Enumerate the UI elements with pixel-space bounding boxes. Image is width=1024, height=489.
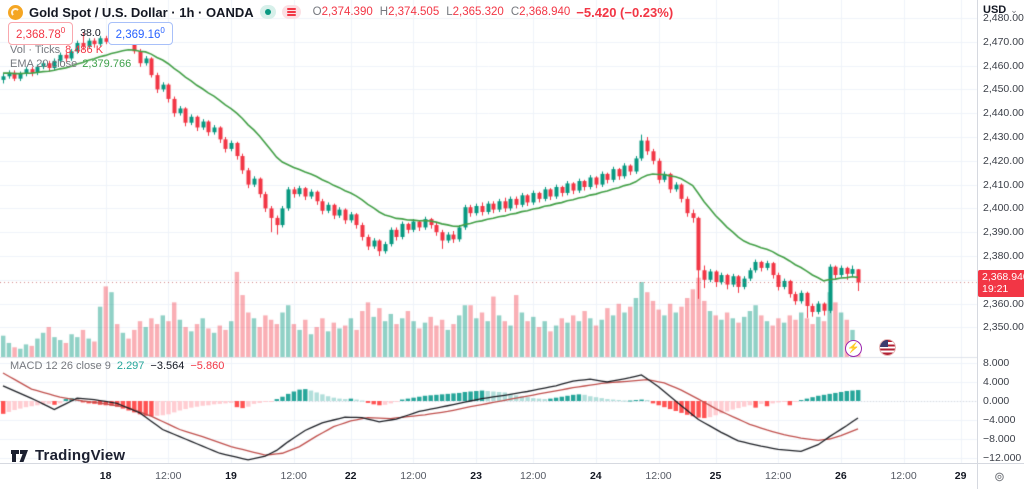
volume-legend[interactable]: Vol · Ticks 8.486 K [10,44,104,56]
time-tick[interactable]: 29 [954,470,967,482]
economic-event-us-flag-icon[interactable] [879,339,896,356]
bar-countdown: 19:21 [982,283,1009,296]
time-tick[interactable]: 12:00 [890,470,917,482]
ohlc-value: 2,365.320 [452,6,504,18]
currency-selector[interactable]: USD ⌄ [983,4,1018,16]
buy-button[interactable]: 2,369.160 [107,22,173,45]
time-tick[interactable]: 23 [470,470,482,482]
price-tick[interactable]: 2,400.000 [983,202,1024,215]
price-tick[interactable]: 2,470.000 [983,35,1024,48]
ohlc-key: L [446,6,453,18]
price-tick[interactable]: 2,440.000 [983,107,1024,120]
ohlc-key: C [510,6,520,18]
macd-line-value: −3.564 [150,360,185,372]
price-tick[interactable]: 2,420.000 [983,154,1024,167]
ohlc-values: O 2,374.390 H 2,374.505 L 2,365.320 C 2,368.940 [313,6,571,18]
price-axis[interactable] [977,0,1024,463]
ohlc-value: 2,374.390 [321,6,373,18]
macd-tick[interactable]: −12.000 [983,452,1022,464]
time-tick[interactable]: 12:00 [765,470,792,482]
change-value: −5.420 (−0.23%) [576,4,674,20]
macd-legend[interactable]: MACD 12 26 close 9 2.297 −3.564 −5.860 [10,360,225,372]
tradingview-logo[interactable]: TradingView [10,446,125,465]
time-tick[interactable]: 25 [709,470,722,482]
ohlc-value: 2,368.940 [519,6,571,18]
tradingview-logo-icon [11,450,28,462]
time-tick[interactable]: 18 [99,470,112,482]
time-tick[interactable]: 12:00 [645,470,672,482]
market-status-icon[interactable] [259,5,276,19]
time-tick[interactable]: 12:00 [400,470,427,482]
last-price-badge: 2,368.940 19:21 [978,270,1024,298]
axis-corner-separator [977,463,978,489]
macd-tick[interactable]: −8.000 [983,433,1016,445]
time-tick[interactable]: 19 [225,470,237,482]
time-tick[interactable]: 24 [589,470,602,482]
price-tick[interactable]: 2,360.000 [983,297,1024,310]
macd-tick[interactable]: 8.000 [983,357,1010,369]
tradingview-logo-text: TradingView [35,447,126,464]
news-list-icon[interactable] [281,5,301,19]
economic-event-flash-icon[interactable]: ⚡ [845,340,862,357]
ohlc-value: 2,374.505 [388,6,440,18]
ema-value: 2,379.766 [82,58,132,70]
symbol-legend[interactable]: Gold Spot / U.S. Dollar · 1h · OANDA O 2,… [8,4,673,20]
price-tick[interactable]: 2,350.000 [983,321,1024,334]
ohlc-key: O [312,6,322,18]
time-axis[interactable] [0,463,1024,489]
price-tick[interactable]: 2,430.000 [983,131,1024,143]
time-tick[interactable]: 26 [835,470,847,482]
macd-tick[interactable]: 0.000 [983,395,1010,407]
symbol-title[interactable]: Gold Spot / U.S. Dollar · 1h · OANDA [29,4,254,20]
price-tick[interactable]: 2,410.000 [983,178,1024,191]
price-tick[interactable]: 2,460.000 [983,59,1024,72]
price-tick[interactable]: 2,390.000 [983,226,1024,239]
spread-value: 38.0 [80,27,101,40]
ema-legend[interactable]: EMA 20 close 2,379.766 [10,58,132,70]
macd-tick[interactable]: 4.000 [983,376,1010,388]
price-tick[interactable]: 2,480.000 [983,12,1024,24]
time-tick[interactable]: 12:00 [155,470,182,482]
trade-panel: 2,368.780 38.0 2,369.160 [8,22,173,45]
gold-symbol-icon [8,4,23,20]
macd-hist-value: 2.297 [116,360,145,372]
sell-button[interactable]: 2,368.780 [8,22,74,45]
price-tick[interactable]: 2,380.000 [983,250,1024,262]
time-tick[interactable]: 22 [344,470,357,482]
chevron-down-icon: ⌄ [1010,4,1018,15]
ohlc-key: H [379,6,389,18]
time-tick[interactable]: 12:00 [280,470,307,482]
macd-tick[interactable]: −4.000 [983,414,1016,426]
price-tick[interactable]: 2,450.000 [983,83,1024,96]
timezone-settings-icon[interactable]: ⊚ [994,469,1005,484]
macd-signal-value: −5.860 [190,360,225,372]
volume-value: 8.486 K [65,44,104,56]
time-tick[interactable]: 12:00 [519,470,547,482]
